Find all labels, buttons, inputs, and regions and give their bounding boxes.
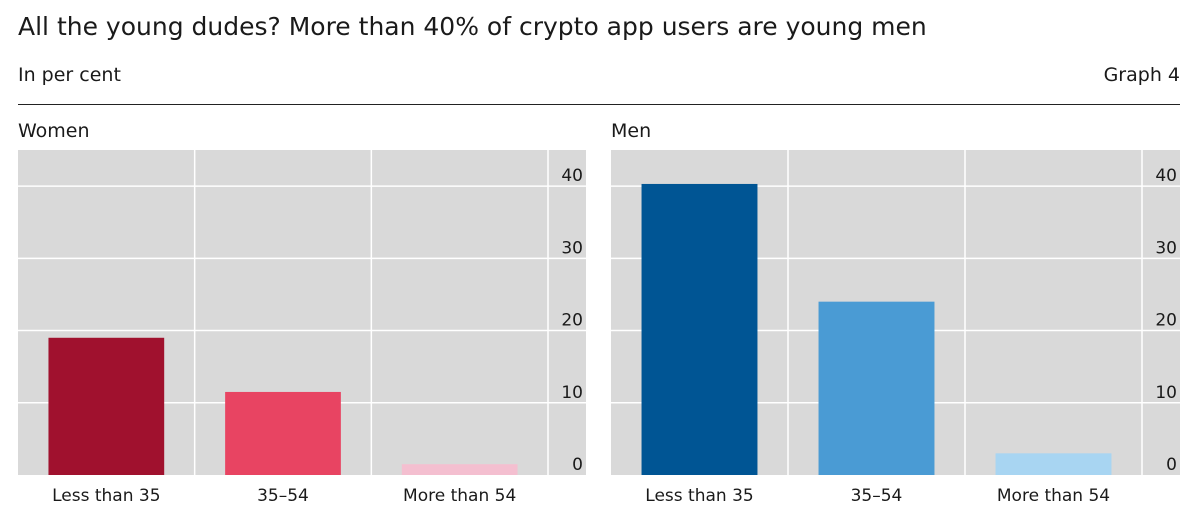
y-tick-label-women-10: 10 (561, 383, 583, 403)
y-tick-label-men-40: 40 (1155, 166, 1177, 186)
y-tick-label-men-30: 30 (1155, 238, 1177, 258)
bar-women-3 (402, 464, 518, 475)
bar-men-2 (819, 302, 935, 475)
category-label-men-1: Less than 35 (645, 486, 753, 506)
category-label-women-2: 35–54 (257, 486, 309, 506)
y-tick-label-men-0: 0 (1166, 455, 1177, 475)
y-tick-label-men-20: 20 (1155, 311, 1177, 331)
y-tick-label-women-30: 30 (561, 238, 583, 258)
y-tick-label-women-40: 40 (561, 166, 583, 186)
y-tick-label-women-0: 0 (572, 455, 583, 475)
bar-men-3 (996, 453, 1112, 475)
charts-canvas: Less than 35 35–54 More than 54 0 10 20 30 40 Le… (0, 0, 1194, 515)
y-tick-label-men-10: 10 (1155, 383, 1177, 403)
category-label-men-3: More than 54 (997, 486, 1110, 506)
bar-women-1 (48, 338, 164, 475)
category-label-men-2: 35–54 (851, 486, 903, 506)
category-label-women-3: More than 54 (403, 486, 516, 506)
category-label-women-1: Less than 35 (52, 486, 160, 506)
y-tick-label-women-20: 20 (561, 311, 583, 331)
bar-men-1 (642, 184, 758, 475)
bar-women-2 (225, 392, 341, 475)
